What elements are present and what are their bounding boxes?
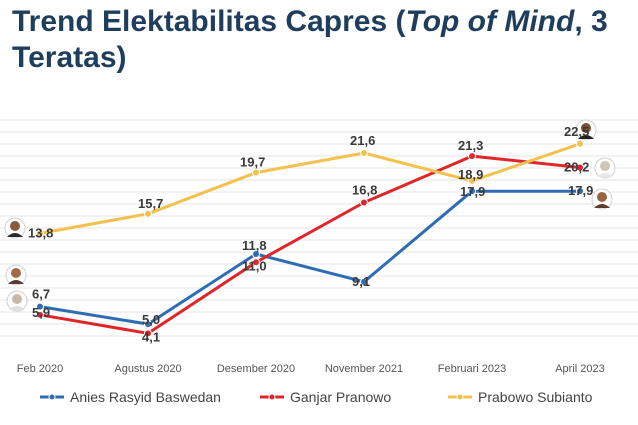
avatar-prabowo-start <box>4 217 26 239</box>
data-point <box>36 302 44 311</box>
legend-label: Anies Rasyid Baswedan <box>70 389 221 405</box>
data-label: 22,5 <box>564 124 589 139</box>
data-point <box>252 258 260 267</box>
title-part-2: Top of Mind <box>405 5 575 38</box>
avatar-prabowo-end-body <box>578 135 594 139</box>
legend-label: Ganjar Pranowo <box>290 389 391 405</box>
series-points <box>36 139 584 338</box>
avatar-ganjar-start-body <box>9 306 25 310</box>
series-line-2 <box>39 142 581 235</box>
data-point <box>144 329 152 338</box>
candidate-avatars <box>4 119 616 312</box>
avatar-ganjar-start-head <box>12 294 22 304</box>
data-label: 21,3 <box>458 138 483 153</box>
legend-marker <box>456 393 464 401</box>
avatar-anies-end-body <box>594 204 610 208</box>
x-tick-label: Februari 2023 <box>438 363 507 375</box>
data-label: 19,7 <box>240 155 265 170</box>
x-axis-ticks: Feb 2020 Agustus 2020 Desember 2020 Novembe… <box>17 363 605 375</box>
avatar-ganjar-start <box>6 290 28 312</box>
data-label: 5,0 <box>142 312 160 327</box>
data-point <box>360 149 368 158</box>
data-label: 6,7 <box>32 287 50 302</box>
data-label: 16,8 <box>352 182 377 197</box>
avatar-prabowo-start-body <box>7 233 23 237</box>
data-label: 9,1 <box>352 274 370 289</box>
x-tick-label: Agustus 2020 <box>114 363 181 375</box>
x-tick-label: Feb 2020 <box>17 363 63 375</box>
avatar-anies-start-body <box>8 280 24 284</box>
data-label: 17,9 <box>568 183 593 198</box>
data-label: 21,6 <box>350 133 375 148</box>
data-label: 13,8 <box>28 225 53 240</box>
avatar-ganjar-end-body <box>597 173 613 177</box>
data-label: 20,2 <box>564 159 589 174</box>
avatar-ganjar-end <box>594 157 616 179</box>
avatar-anies-end-head <box>597 192 607 202</box>
avatar-prabowo-start-head <box>10 221 20 231</box>
chart-title: Trend Elektabilitas Capres (Top of Mind,… <box>12 4 632 76</box>
data-label: 15,7 <box>138 196 163 211</box>
x-tick-label: November 2021 <box>325 363 403 375</box>
data-point <box>360 277 368 286</box>
data-point <box>36 229 44 238</box>
data-labels: 6,7 5,0 11,8 9,1 17,9 17,9 5,9 4,1 11,0 16,8 21,3 2… <box>28 124 593 345</box>
x-tick-label: April 2023 <box>555 363 605 375</box>
series-line-0 <box>39 189 580 326</box>
legend-label: Prabowo Subianto <box>478 389 593 405</box>
data-label: 11,8 <box>242 238 267 253</box>
avatar-ganjar-end-head <box>600 161 610 171</box>
data-label: 4,1 <box>142 329 160 344</box>
data-point <box>576 163 584 172</box>
avatar-anies-start <box>5 264 27 286</box>
data-label: 5,9 <box>32 305 50 320</box>
title-part-1: Trend Elektabilitas Capres ( <box>12 5 406 38</box>
avatar-anies-end <box>591 188 613 210</box>
data-point <box>468 187 476 196</box>
gridlines <box>0 119 638 337</box>
data-point <box>468 152 476 161</box>
avatar-prabowo-end <box>575 119 597 141</box>
data-label: 11,0 <box>242 258 267 273</box>
data-point <box>252 250 260 259</box>
series-line-1 <box>39 154 581 335</box>
data-point <box>36 310 44 319</box>
data-point <box>576 139 584 148</box>
legend: Anies Rasyid Baswedan Ganjar Pranowo Prabo… <box>40 389 593 405</box>
data-label: 18,9 <box>458 167 483 182</box>
x-tick-label: Desember 2020 <box>217 363 295 375</box>
legend-marker <box>48 393 56 401</box>
series-lines <box>39 142 581 335</box>
legend-marker <box>268 393 276 401</box>
avatar-prabowo-end-head <box>581 123 591 133</box>
avatar-anies-start-head <box>11 268 21 278</box>
data-point <box>144 320 152 329</box>
data-point <box>360 198 368 207</box>
title-part-3: , 3 Teratas) <box>12 5 608 74</box>
data-point <box>252 168 260 177</box>
data-point <box>468 176 476 185</box>
data-label: 17,9 <box>460 184 485 199</box>
data-point <box>576 187 584 196</box>
data-point <box>144 209 152 218</box>
